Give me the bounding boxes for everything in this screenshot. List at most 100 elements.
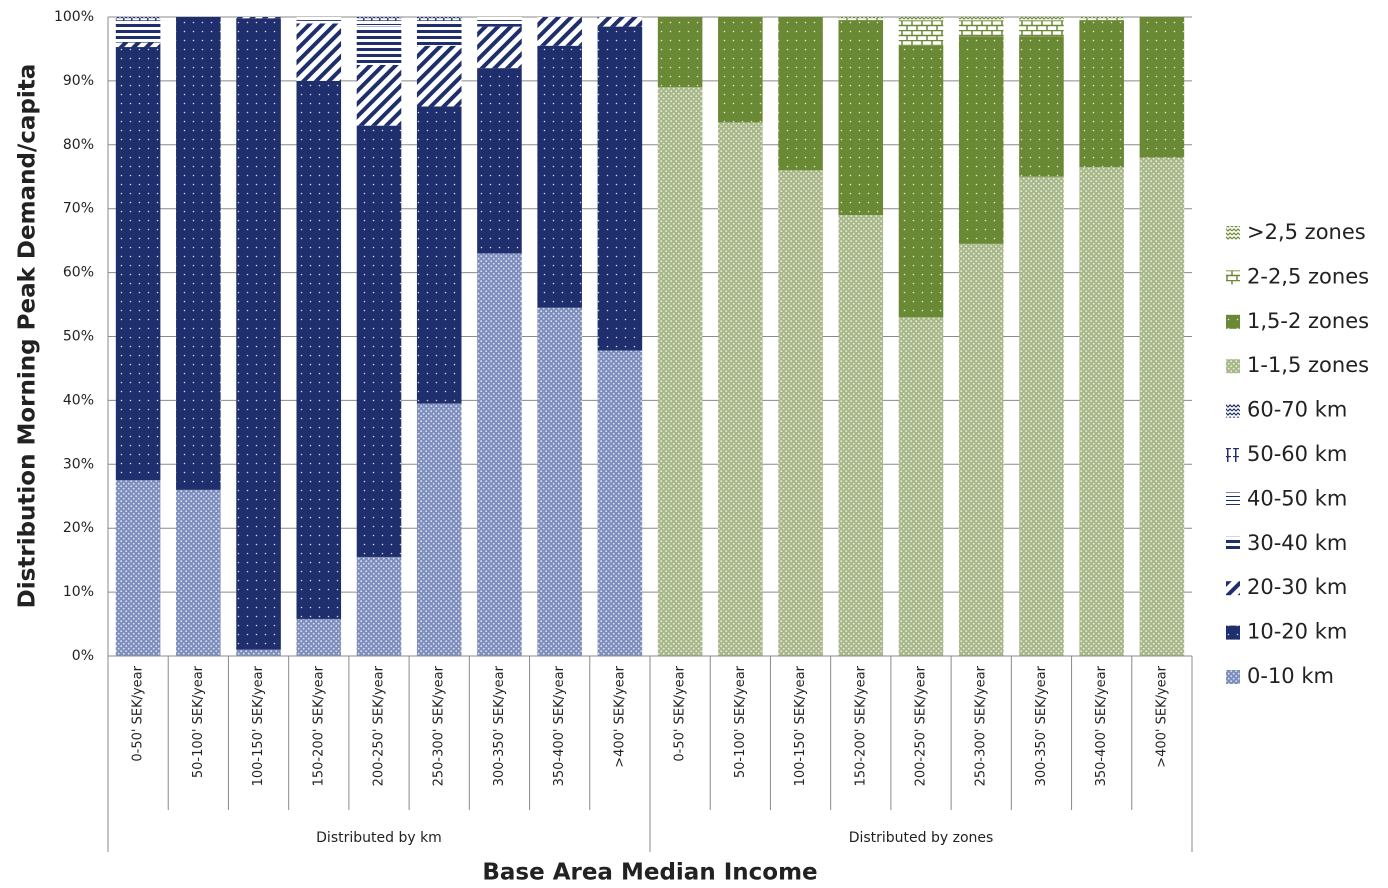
bar-segment <box>477 20 522 27</box>
bar-segment <box>537 307 582 656</box>
bar-segment <box>115 23 161 43</box>
legend-swatch <box>1226 226 1240 240</box>
bar-segment <box>356 18 402 21</box>
x-tick-label: >400' SEK/year <box>1154 665 1169 767</box>
bar-segment <box>1139 17 1185 158</box>
y-tick-label: 90% <box>63 73 94 89</box>
bar-segment <box>958 17 1004 21</box>
legend-swatch <box>1226 536 1240 551</box>
x-tick-label: 50-100' SEK/year <box>191 665 206 778</box>
bar-segment <box>958 36 1004 244</box>
bar-segment <box>718 122 763 656</box>
bar-segment <box>838 20 884 216</box>
bar-segment <box>597 17 643 27</box>
bar-segment <box>537 45 582 308</box>
bar-segment <box>356 17 402 19</box>
bar-segment <box>416 23 462 46</box>
bar-segment <box>718 17 763 123</box>
legend-label: 30-40 km <box>1247 531 1347 555</box>
legend-label: 0-10 km <box>1247 664 1334 688</box>
bar-segment <box>778 17 823 171</box>
bar-segment <box>1079 167 1124 657</box>
legend-label: 2-2,5 zones <box>1247 264 1369 288</box>
legend-swatch <box>1226 314 1240 329</box>
bar-segment <box>416 17 462 19</box>
legend-label: 40-50 km <box>1247 486 1347 510</box>
legend-label: 10-20 km <box>1247 620 1347 644</box>
y-tick-label: 20% <box>63 520 94 536</box>
legend-swatch <box>1226 359 1240 374</box>
x-tick-label: 350-400' SEK/year <box>1094 665 1109 786</box>
bar-segment <box>898 45 944 318</box>
legend-label: 50-60 km <box>1247 442 1347 466</box>
bar-segment <box>958 20 1004 37</box>
x-tick-label: 100-150' SEK/year <box>793 665 808 786</box>
bar-segment <box>115 20 161 24</box>
bar-segment <box>115 47 161 481</box>
bar-segment <box>657 87 703 657</box>
legend-swatch <box>1226 625 1240 640</box>
bar-segment <box>1079 18 1124 21</box>
bar-segment <box>898 317 944 656</box>
legend-swatch <box>1226 492 1240 507</box>
bar-segment <box>477 26 522 69</box>
x-tick-label: 100-150' SEK/year <box>251 665 266 786</box>
bar-segment <box>115 18 161 21</box>
bar-segment <box>236 18 281 650</box>
bar-segment <box>958 243 1004 656</box>
bar-segment <box>1019 36 1064 177</box>
x-tick-label: 200-250' SEK/year <box>372 665 387 786</box>
x-tick-label: 50-100' SEK/year <box>733 665 748 778</box>
bar-segment <box>1019 20 1064 37</box>
legend-swatch <box>1226 270 1240 285</box>
bar-segment <box>115 480 161 656</box>
bar-segment <box>657 17 703 88</box>
legend-label: >2,5 zones <box>1247 220 1366 244</box>
bar-segment <box>778 170 823 657</box>
legend-label: 1-1,5 zones <box>1247 353 1369 377</box>
bar-segment <box>477 17 522 21</box>
bar-segment <box>296 618 342 656</box>
bar-segment <box>477 68 522 254</box>
legend-swatch <box>1226 670 1240 684</box>
bar-segment <box>597 26 643 351</box>
bar-segment <box>1079 20 1124 168</box>
bar-segment <box>356 64 402 126</box>
bar-segment <box>838 215 884 656</box>
bar-segment <box>838 17 884 19</box>
legend-swatch <box>1226 403 1240 418</box>
y-tick-label: 40% <box>63 392 94 408</box>
y-tick-label: 0% <box>72 648 94 664</box>
x-tick-label: 300-350' SEK/year <box>1034 665 1049 786</box>
bar-segment <box>1079 17 1124 19</box>
x-tick-label: 250-300' SEK/year <box>432 665 447 786</box>
x-axis-title: Base Area Median Income <box>482 860 817 886</box>
group-label: Distributed by km <box>316 830 442 846</box>
bar-segment <box>416 106 462 404</box>
bar-segment <box>356 125 402 557</box>
bar-segment <box>176 489 221 656</box>
bar-segment <box>537 17 582 46</box>
x-tick-label: 350-400' SEK/year <box>552 665 567 786</box>
bar-segment <box>1019 176 1064 656</box>
bar-segment <box>898 17 944 21</box>
bar-segment <box>1139 157 1185 656</box>
bar-segment <box>1019 17 1064 21</box>
bar-segment <box>416 45 462 107</box>
group-label: Distributed by zones <box>849 830 994 846</box>
bar-segment <box>597 350 643 656</box>
bar-segment <box>898 20 944 46</box>
bar-segment <box>236 649 281 656</box>
y-tick-label: 60% <box>63 265 94 281</box>
legend-swatch <box>1226 448 1240 462</box>
y-tick-label: 80% <box>63 137 94 153</box>
y-tick-label: 70% <box>63 201 94 217</box>
bar-segment <box>416 403 462 656</box>
x-tick-label: 0-50' SEK/year <box>673 665 688 761</box>
bar-segment <box>356 556 402 656</box>
y-tick-label: 50% <box>63 329 94 345</box>
bar-segment <box>176 17 221 490</box>
bar-segment <box>356 26 402 65</box>
bar-segment <box>296 20 342 24</box>
legend-label: 60-70 km <box>1247 398 1347 422</box>
